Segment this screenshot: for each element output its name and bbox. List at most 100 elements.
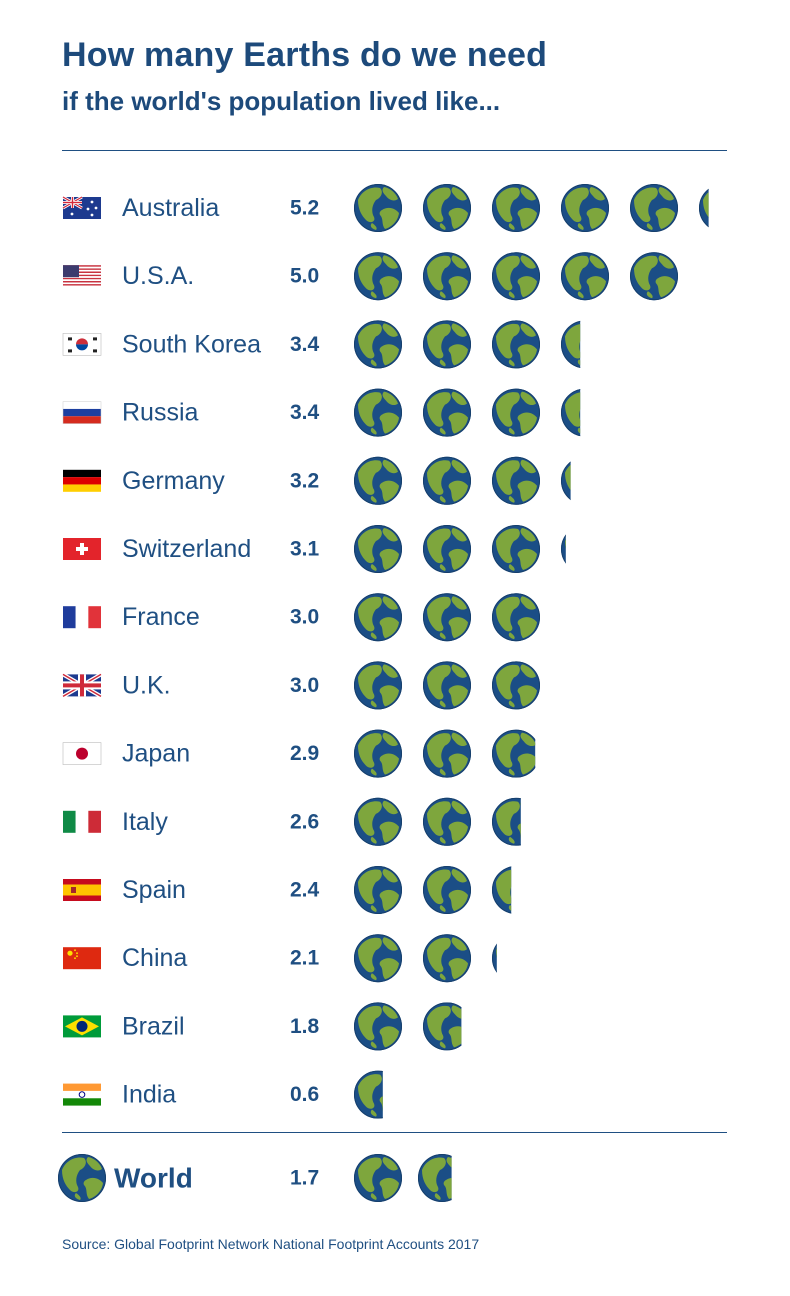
country-label: Brazil — [122, 1012, 185, 1040]
earth-globe-icon — [561, 389, 581, 437]
earth-globe-icon — [423, 320, 471, 369]
world-label: World — [114, 1163, 193, 1194]
flag-switzerland-icon — [63, 538, 101, 560]
country-label: Russia — [122, 399, 199, 427]
earth-globe-icon — [423, 388, 471, 437]
country-label: Japan — [122, 740, 190, 768]
earth-globe-icon — [423, 252, 471, 301]
earth-globe-icon — [423, 729, 471, 778]
country-label: Italy — [122, 808, 168, 836]
earth-globe-icon — [492, 184, 540, 232]
country-label: China — [122, 944, 187, 972]
earth-globe-icon — [699, 188, 709, 228]
value-label: 5.2 — [290, 197, 319, 220]
earth-globe-icon — [423, 456, 471, 505]
earth-globe-icon — [354, 729, 402, 778]
country-label: U.K. — [122, 671, 171, 699]
flag-china-icon — [63, 947, 101, 970]
earth-globe-icon — [354, 934, 402, 983]
value-label: 2.1 — [290, 947, 320, 970]
flag-germany-icon — [63, 469, 101, 492]
value-label: 2.4 — [290, 879, 320, 902]
earth-globe-icon — [423, 866, 471, 914]
flag-italy-icon — [63, 810, 101, 833]
earth-globe-icon — [492, 943, 497, 973]
flag-brazil-icon — [63, 1015, 101, 1038]
value-label: 5.0 — [290, 265, 319, 288]
earth-globe-icon — [630, 252, 678, 301]
earth-globe-icon — [354, 661, 402, 710]
flag-japan-icon — [62, 742, 102, 765]
earth-globe-icon — [354, 866, 402, 914]
value-label: 3.0 — [290, 674, 319, 697]
earth-globe-icon — [492, 866, 512, 914]
value-label: 3.4 — [290, 401, 320, 424]
value-label: 3.4 — [290, 333, 320, 356]
earth-globe-icon — [423, 184, 471, 232]
source-note: Source: Global Footprint Network Nationa… — [62, 1236, 480, 1252]
earth-globe-icon — [561, 461, 571, 500]
earth-globe-icon — [354, 593, 402, 642]
earth-globe-icon — [561, 252, 609, 301]
value-label: 2.9 — [290, 742, 319, 765]
earth-globe-icon — [354, 184, 402, 232]
earth-globe-icon — [354, 456, 402, 505]
earth-globe-icon — [492, 525, 540, 573]
country-label: South Korea — [122, 330, 261, 358]
earth-globe-icon — [354, 525, 402, 573]
value-label: 3.0 — [290, 606, 319, 629]
earth-globe-icon — [561, 534, 566, 564]
earth-globe-icon — [492, 661, 540, 710]
earth-globe-icon — [423, 797, 471, 846]
earth-globe-icon — [561, 184, 609, 232]
earth-globe-icon — [492, 729, 536, 778]
value-label: 3.1 — [290, 538, 320, 561]
earth-globe-icon — [354, 320, 402, 369]
country-label: U.S.A. — [122, 262, 194, 290]
earth-globe-icon — [561, 320, 581, 368]
earth-globe-icon — [492, 593, 540, 642]
earth-globe-icon — [354, 797, 402, 846]
earth-globe-icon — [492, 456, 540, 505]
earth-globe-icon — [354, 252, 402, 301]
earth-globe-icon — [492, 797, 521, 846]
earth-globe-icon — [492, 388, 540, 437]
bottom-divider — [62, 1132, 727, 1133]
earth-globe-icon — [423, 934, 471, 983]
flag-australia-icon — [62, 195, 101, 219]
flag-russia-icon — [62, 401, 102, 424]
flag-france-icon — [63, 606, 101, 629]
earth-globe-icon — [354, 388, 402, 437]
earth-globe-icon — [630, 184, 678, 232]
earth-globe-icon — [423, 593, 471, 642]
earth-globe-icon — [423, 661, 471, 710]
flag-usa-icon — [63, 265, 101, 288]
value-label: 2.6 — [290, 810, 319, 833]
top-divider — [62, 150, 727, 151]
country-label: Germany — [122, 467, 225, 495]
earth-globe-icon — [418, 1154, 452, 1202]
country-label: India — [122, 1081, 176, 1109]
earth-globe-icon — [423, 1002, 462, 1051]
value-label: 1.8 — [290, 1015, 320, 1038]
value-label: 0.6 — [290, 1083, 319, 1106]
country-label: France — [122, 603, 200, 631]
earth-globe-icon — [492, 252, 540, 301]
chart-subtitle: if the world's population lived like... — [62, 86, 501, 116]
country-label: Spain — [122, 876, 186, 904]
flag-uk-icon — [61, 672, 103, 699]
earth-globe-icon — [423, 525, 471, 573]
earth-globe-icon — [354, 1154, 402, 1202]
flag-south-korea-icon — [62, 333, 102, 356]
earth-globe-icon — [492, 320, 540, 369]
flag-india-icon — [63, 1083, 101, 1106]
flag-spain-icon — [63, 879, 101, 901]
world-earth-icon — [58, 1154, 106, 1202]
earth-globe-icon — [354, 1002, 402, 1051]
country-label: Australia — [122, 194, 219, 222]
world-value-label: 1.7 — [290, 1167, 319, 1190]
value-label: 3.2 — [290, 469, 319, 492]
country-label: Switzerland — [122, 535, 251, 563]
chart-title: How many Earths do we need — [62, 36, 548, 74]
